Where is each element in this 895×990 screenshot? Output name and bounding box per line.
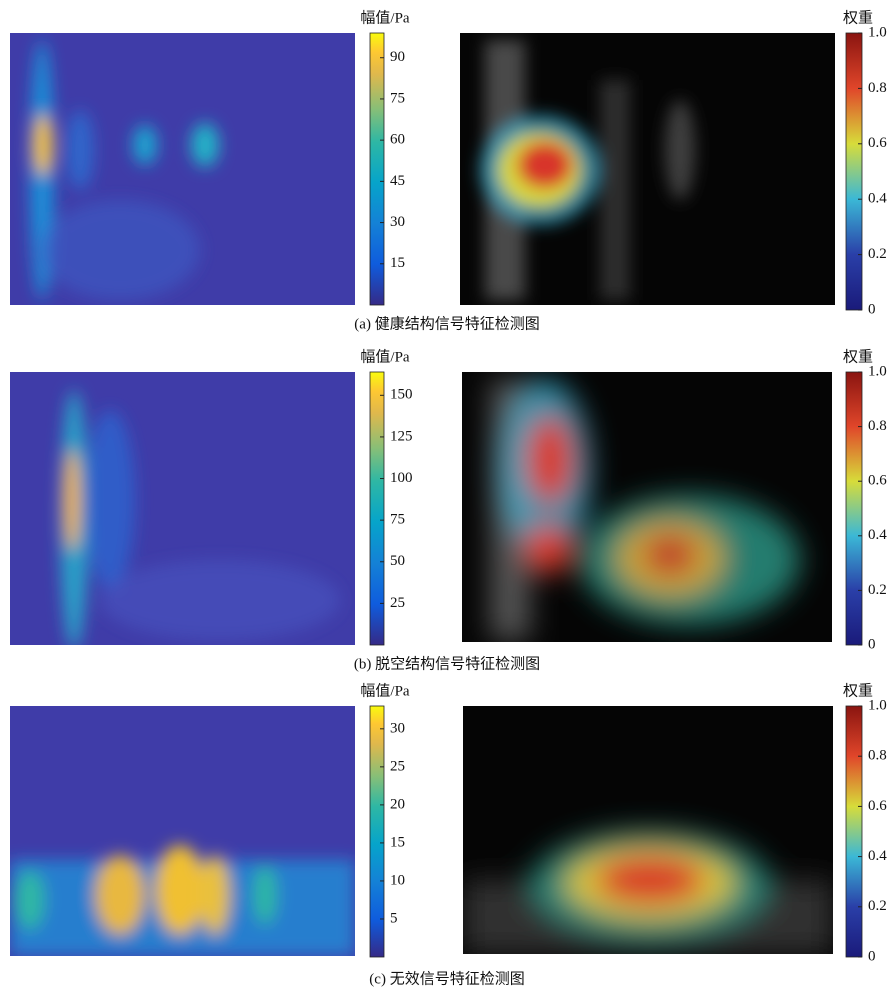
caption: (a) 健康结构信号特征检测图 [354,315,539,332]
tick-label: 0.8 [868,418,887,434]
caption: (b) 脱空结构信号特征检测图 [354,655,540,672]
colorbar-label: 幅值/Pa [360,682,410,699]
tick-label: 0 [868,636,876,652]
tick-label: 0.6 [868,135,887,151]
colorbar [846,33,862,310]
amplitude-map [10,706,355,956]
colorbar [846,372,862,645]
tick-label: 0 [868,948,876,964]
tick-label: 30 [390,720,405,736]
tick-label: 45 [390,173,405,189]
tick-label: 1.0 [868,363,887,379]
tick-label: 50 [390,553,405,569]
tick-label: 1.0 [868,697,887,713]
tick-label: 0.8 [868,80,887,96]
tick-label: 25 [390,758,405,774]
tick-label: 0.2 [868,246,887,262]
colorbar-label: 幅值/Pa [360,348,410,365]
tick-label: 30 [390,214,405,230]
tick-label: 100 [390,470,413,486]
tick-label: 60 [390,132,405,148]
tick-label: 20 [390,796,405,812]
tick-label: 125 [390,428,413,444]
tick-label: 75 [390,512,405,528]
tick-label: 0.4 [868,191,887,207]
amplitude-map [10,33,355,305]
tick-label: 150 [390,387,413,403]
tick-label: 25 [390,595,405,611]
tick-label: 0.8 [868,748,887,764]
colorbar-label: 幅值/Pa [360,9,410,26]
weight-map [460,33,835,305]
tick-label: 0 [868,301,876,317]
weight-map [463,706,833,954]
tick-label: 75 [390,90,405,106]
tick-label: 0.4 [868,848,887,864]
tick-label: 0.6 [868,798,887,814]
tick-label: 10 [390,872,405,888]
caption: (c) 无效信号特征检测图 [369,970,524,987]
colorbar [370,372,384,645]
tick-label: 0.6 [868,473,887,489]
tick-label: 15 [390,255,405,271]
tick-label: 1.0 [868,24,887,40]
figure: (a) 健康结构信号特征检测图 (b) 脱空结构信号特征检测图 (c) 无效信号… [0,0,895,990]
tick-label: 0.2 [868,582,887,598]
tick-label: 0.4 [868,527,887,543]
tick-label: 5 [390,910,398,926]
weight-map [462,372,832,642]
tick-label: 15 [390,834,405,850]
amplitude-map [10,372,355,650]
colorbar [846,706,862,957]
tick-label: 90 [390,49,405,65]
tick-label: 0.2 [868,898,887,914]
